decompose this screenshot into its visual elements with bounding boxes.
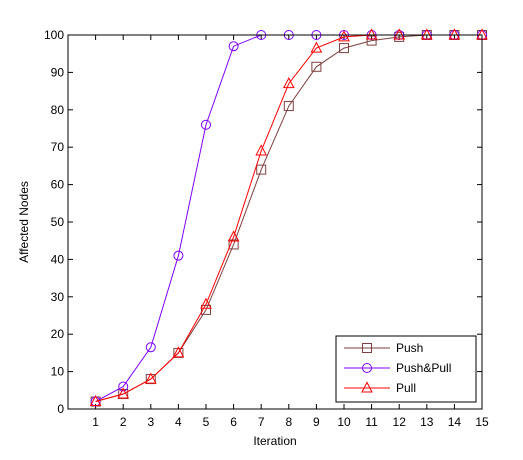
x-tick-label: 3 [147,415,154,429]
legend-entry-push-pull: Push&Pull [344,361,451,375]
x-tick-label: 13 [420,415,434,429]
data-point-pull [338,30,350,42]
data-point-pull [420,28,433,40]
legend-label: Pull [396,381,416,395]
data-point-pull [365,28,378,40]
data-point-pull [310,41,323,53]
legend: Push Push&Pull Pull [335,335,477,403]
x-tick-label: 14 [448,415,462,429]
data-point-pull [200,297,212,309]
y-tick-label: 20 [51,327,65,341]
data-point-push-pull [201,119,211,130]
data-point-pull [393,28,406,40]
x-tick-label: 4 [175,415,182,429]
legend-entry-push: Push [344,341,423,355]
legend-label: Push [396,341,423,355]
data-point-pull [255,144,268,156]
x-tick-label: 12 [393,415,407,429]
data-point-pull [227,230,240,242]
legend-marker [362,363,372,373]
plot-frame [67,34,483,410]
data-point-push [311,61,322,72]
data-point-pull [89,394,102,407]
x-tick-label: 5 [203,415,210,429]
data-point-pull [172,346,185,358]
data-point-pull [144,372,157,384]
y-tick-label: 0 [57,402,64,416]
y-tick-label: 90 [51,65,65,79]
data-point-push-pull [118,381,129,392]
data-point-push-pull [173,250,184,261]
data-point-push [283,101,294,112]
x-tick-label: 11 [365,415,378,429]
data-point-push [366,35,377,46]
y-tick-label: 100 [44,28,64,42]
y-tick-label: 30 [51,290,65,304]
data-point-push [256,164,267,175]
x-axis-label: Iteration [253,434,296,448]
legend-label: Push&Pull [396,361,451,375]
y-tick-label: 70 [51,140,65,154]
x-tick-label: 15 [475,415,489,429]
data-point-push [201,304,211,315]
x-tick-label: 9 [313,415,320,429]
x-tick-label: 7 [258,415,265,429]
x-tick-label: 1 [92,415,99,429]
data-point-push-pull [228,41,239,52]
x-tick-label: 2 [120,415,127,429]
legend-entry-pull: Pull [344,381,416,395]
data-point-push-pull [145,342,156,353]
y-tick-label: 80 [51,103,65,117]
legend-marker [361,381,373,393]
data-point-pull [448,28,461,40]
x-tick-label: 8 [285,415,292,429]
x-tick-label: 10 [337,415,351,429]
y-axis-label: Affected Nodes [17,181,31,263]
x-tick-label: 6 [230,415,237,429]
y-tick-label: 10 [51,365,65,379]
y-tick-label: 50 [51,215,65,229]
data-point-push [339,43,349,54]
legend-box [335,335,477,403]
data-point-pull [117,387,130,399]
data-point-pull [282,77,295,89]
legend-marker [362,343,372,353]
y-tick-label: 40 [51,252,65,266]
data-point-push [228,239,239,250]
y-tick-label: 60 [51,178,65,192]
